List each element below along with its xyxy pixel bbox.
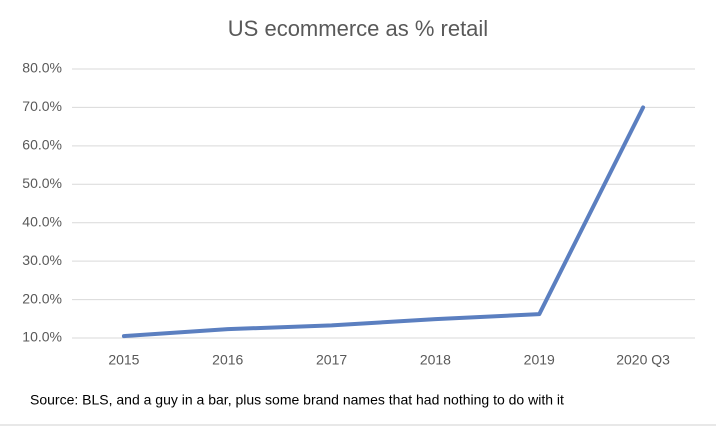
x-tick-label: 2017 [316,352,347,368]
x-tick-label: 2020 Q3 [616,352,670,368]
y-tick-label: 10.0% [22,329,62,345]
y-tick-label: 60.0% [22,137,62,153]
x-tick-label: 2015 [108,352,139,368]
y-tick-label: 50.0% [22,175,62,191]
x-tick-label: 2018 [420,352,451,368]
x-tick-label: 2019 [524,352,555,368]
data-line [121,105,646,339]
y-tick-label: 70.0% [22,98,62,114]
y-tick-label: 30.0% [22,252,62,268]
source-note: Source: BLS, and a guy in a bar, plus so… [30,392,564,408]
y-tick-label: 40.0% [22,213,62,229]
chart-title: US ecommerce as % retail [228,16,488,41]
y-tick-label: 20.0% [22,290,62,306]
x-tick-label: 2016 [212,352,243,368]
y-tick-label: 80.0% [22,60,62,76]
